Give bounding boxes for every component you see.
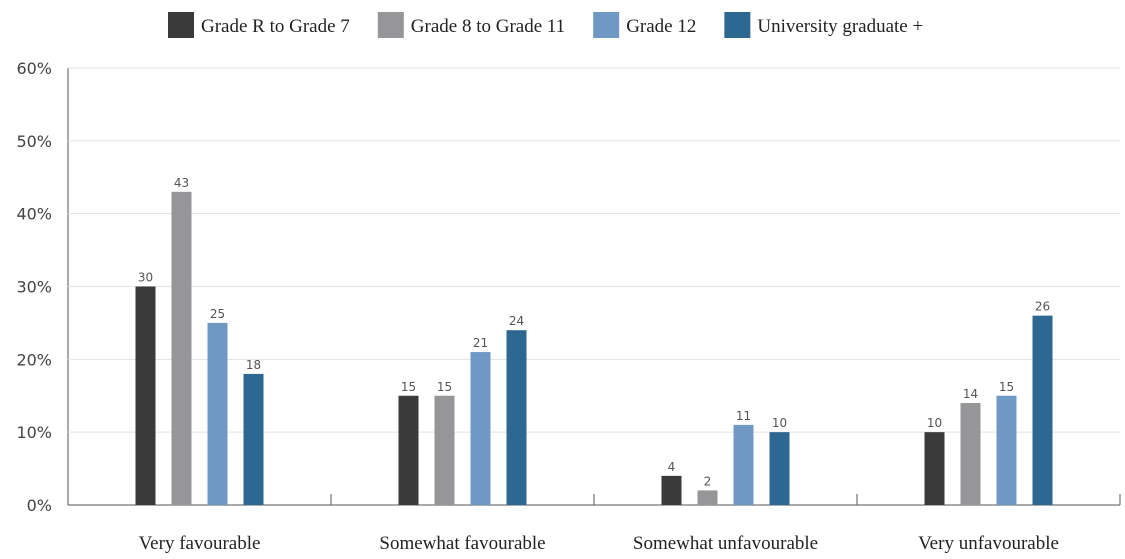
data-label: 30 bbox=[138, 271, 153, 285]
legend-swatch bbox=[377, 12, 404, 38]
legend-label: Grade 12 bbox=[626, 16, 696, 37]
bar bbox=[661, 475, 682, 505]
y-tick-label: 40% bbox=[16, 205, 52, 224]
y-tick-label: 30% bbox=[16, 278, 52, 297]
bar bbox=[243, 373, 264, 505]
legend-swatch bbox=[724, 12, 751, 38]
y-tick-label: 10% bbox=[16, 423, 52, 442]
data-label: 21 bbox=[473, 336, 488, 350]
data-label: 4 bbox=[668, 460, 676, 474]
bar bbox=[506, 330, 527, 505]
bar bbox=[207, 322, 228, 505]
data-label: 10 bbox=[927, 416, 942, 430]
data-label: 18 bbox=[246, 358, 261, 372]
data-label: 15 bbox=[999, 380, 1014, 394]
legend-swatch bbox=[593, 12, 620, 38]
data-label: 25 bbox=[210, 307, 225, 321]
bar bbox=[135, 286, 156, 505]
bar bbox=[733, 424, 754, 505]
data-label: 43 bbox=[174, 176, 189, 190]
y-tick-label: 0% bbox=[27, 496, 52, 515]
bar bbox=[434, 395, 455, 505]
bar bbox=[960, 403, 981, 505]
data-label: 15 bbox=[401, 380, 416, 394]
x-tick-label: Somewhat favourable bbox=[379, 533, 545, 554]
data-label: 15 bbox=[437, 380, 452, 394]
x-tick-label: Very unfavourable bbox=[918, 533, 1059, 554]
bar bbox=[697, 490, 718, 505]
y-tick-label: 20% bbox=[16, 350, 52, 369]
bar bbox=[1032, 315, 1053, 505]
bar bbox=[996, 395, 1017, 505]
data-label: 11 bbox=[736, 409, 751, 423]
x-tick-label: Very favourable bbox=[139, 533, 261, 554]
x-tick-label: Somewhat unfavourable bbox=[633, 533, 818, 554]
data-label: 10 bbox=[772, 416, 787, 430]
bar bbox=[924, 432, 945, 505]
legend-swatch bbox=[168, 12, 194, 38]
y-tick-label: 60% bbox=[16, 59, 52, 78]
bar bbox=[470, 352, 491, 505]
data-label: 2 bbox=[704, 474, 712, 488]
bar bbox=[398, 395, 419, 505]
legend-label: Grade R to Grade 7 bbox=[201, 16, 350, 37]
bar bbox=[171, 191, 192, 506]
bar bbox=[769, 432, 790, 505]
legend-label: Grade 8 to Grade 11 bbox=[411, 16, 565, 37]
y-tick-label: 50% bbox=[16, 132, 52, 151]
data-label: 26 bbox=[1035, 300, 1050, 314]
legend-label: University graduate + bbox=[757, 16, 923, 37]
data-label: 24 bbox=[509, 314, 524, 328]
data-label: 14 bbox=[963, 387, 978, 401]
